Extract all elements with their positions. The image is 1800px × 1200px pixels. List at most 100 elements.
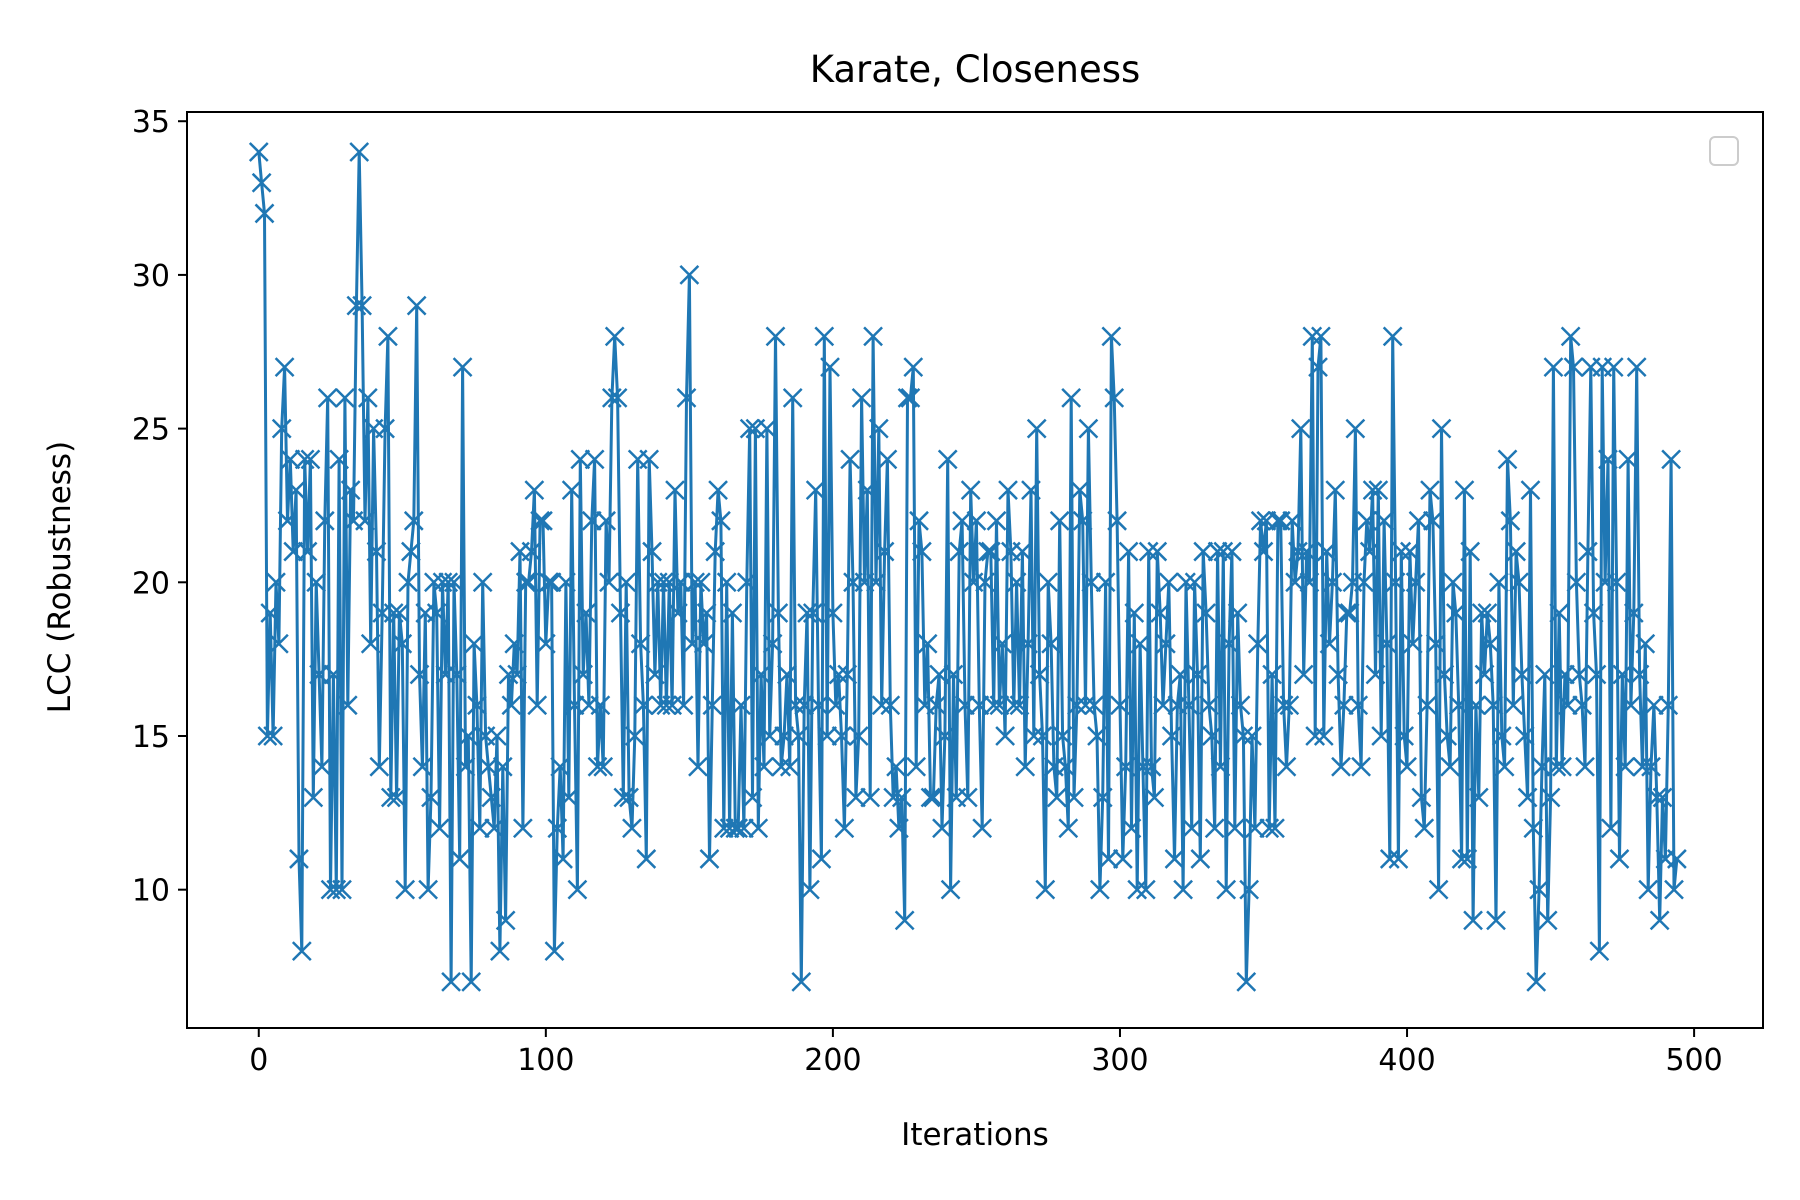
data-point-marker xyxy=(481,787,502,808)
data-point-marker xyxy=(1184,572,1205,593)
data-point-marker xyxy=(782,387,803,408)
data-point-marker xyxy=(297,541,318,562)
data-point-marker xyxy=(403,510,424,531)
data-point-marker xyxy=(1474,664,1495,685)
data-point-marker xyxy=(360,633,381,654)
data-point-marker xyxy=(1371,726,1392,746)
data-point-marker xyxy=(1405,572,1426,593)
data-point-marker xyxy=(1661,449,1682,470)
data-point-marker xyxy=(1196,603,1216,623)
data-point-marker xyxy=(1104,387,1125,408)
data-point-marker xyxy=(1101,326,1122,347)
data-point-marker xyxy=(940,879,961,900)
data-point-marker xyxy=(1095,572,1116,593)
data-point-marker xyxy=(1649,910,1670,931)
data-point-marker xyxy=(283,541,304,562)
data-point-marker xyxy=(1273,695,1294,716)
data-point-marker xyxy=(1018,633,1038,654)
data-point-marker xyxy=(544,941,565,962)
data-point-marker xyxy=(518,572,539,593)
data-point-marker xyxy=(1646,787,1667,808)
data-point-marker xyxy=(1009,695,1030,716)
data-point-marker xyxy=(909,510,929,531)
data-point-marker xyxy=(906,756,927,777)
data-point-marker xyxy=(1402,633,1423,654)
data-point-marker xyxy=(891,787,912,808)
data-point-marker xyxy=(1262,664,1282,685)
data-point-marker xyxy=(989,695,1010,716)
data-point-marker xyxy=(986,510,1007,531)
data-point-marker xyxy=(1253,541,1274,562)
data-point-marker xyxy=(1164,849,1185,869)
data-point-marker xyxy=(1331,756,1351,777)
data-point-marker xyxy=(1434,664,1455,685)
data-point-marker xyxy=(912,541,932,562)
data-point-marker xyxy=(802,603,823,623)
data-point-marker xyxy=(688,756,708,777)
data-point-marker xyxy=(1282,510,1303,531)
data-point-marker xyxy=(1417,695,1438,716)
data-point-marker xyxy=(366,541,387,562)
data-point-marker xyxy=(1477,603,1498,623)
data-point-marker xyxy=(521,541,542,562)
data-point-marker xyxy=(1089,879,1110,900)
data-point-marker xyxy=(1563,357,1584,378)
data-point-marker xyxy=(949,541,970,562)
data-point-marker xyxy=(355,510,375,531)
data-point-marker xyxy=(685,572,705,593)
data-point-marker xyxy=(1319,633,1340,654)
data-point-marker xyxy=(1003,695,1024,716)
data-point-marker xyxy=(1285,572,1305,593)
data-point-marker xyxy=(676,387,697,408)
data-point-marker xyxy=(395,879,416,900)
data-point-marker xyxy=(800,879,820,900)
data-point-marker xyxy=(1569,664,1590,685)
data-point-marker xyxy=(375,418,395,439)
data-point-marker xyxy=(874,541,895,562)
data-point-marker xyxy=(1644,695,1664,716)
data-point-marker xyxy=(1322,572,1343,593)
data-point-marker xyxy=(1534,664,1555,685)
data-point-marker xyxy=(590,695,611,716)
data-point-marker xyxy=(567,879,588,900)
data-point-marker xyxy=(955,695,975,716)
data-point-marker xyxy=(464,633,484,654)
data-point-marker xyxy=(1489,572,1509,593)
data-point-marker xyxy=(1138,541,1159,562)
data-point-marker xyxy=(570,449,591,470)
data-point-marker xyxy=(1552,756,1572,777)
ticks-layer: 0 100 200 300 400 500 10 15 20 25 30 35 xyxy=(132,105,1723,1078)
data-point-marker xyxy=(1193,541,1214,562)
data-point-marker xyxy=(831,726,852,746)
data-point-marker xyxy=(716,572,737,593)
data-point-marker xyxy=(1265,818,1285,839)
data-point-marker xyxy=(1414,818,1435,839)
data-point-marker xyxy=(1425,633,1446,654)
data-point-marker xyxy=(438,572,459,593)
data-point-marker xyxy=(708,480,728,500)
data-point-marker xyxy=(1075,695,1096,716)
data-point-marker xyxy=(926,695,947,716)
data-point-marker xyxy=(1012,541,1033,562)
data-point-marker xyxy=(1006,572,1027,593)
data-point-marker xyxy=(446,664,467,685)
data-point-marker xyxy=(541,572,562,593)
data-point-marker xyxy=(254,203,275,224)
data-point-marker xyxy=(975,572,995,593)
data-point-marker xyxy=(1216,879,1237,900)
data-point-marker xyxy=(1526,972,1547,992)
data-point-marker xyxy=(1130,633,1150,654)
data-point-marker xyxy=(837,664,858,685)
data-point-marker xyxy=(1445,603,1466,623)
data-point-marker xyxy=(498,664,519,685)
data-point-marker xyxy=(624,726,645,746)
data-point-marker xyxy=(1178,695,1199,716)
data-point-marker xyxy=(1621,695,1641,716)
data-point-marker xyxy=(1204,818,1225,839)
data-point-marker xyxy=(788,726,809,746)
data-point-marker xyxy=(335,387,355,408)
data-point-marker xyxy=(1190,849,1211,869)
data-point-marker xyxy=(303,787,324,808)
data-point-marker xyxy=(1420,480,1440,500)
data-point-marker xyxy=(576,603,596,623)
